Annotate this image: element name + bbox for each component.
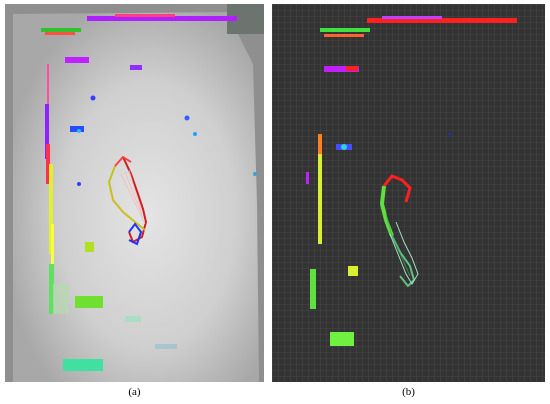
trajectory-path: [107, 155, 148, 246]
panel-b-caption: (b): [402, 386, 415, 398]
left-wall-points: [306, 134, 352, 309]
trajectory-path: [379, 174, 419, 288]
scattered-point-clusters: [330, 132, 452, 346]
top-wall-points: [320, 16, 517, 72]
scattered-point-clusters: [63, 95, 257, 371]
floor-area: [13, 12, 259, 382]
panel-b-image: [272, 4, 545, 382]
top-wall-points: [41, 14, 237, 70]
panel-a-image: [5, 4, 264, 382]
left-wall-points: [45, 64, 69, 314]
panel-a-caption: (a): [128, 386, 141, 398]
